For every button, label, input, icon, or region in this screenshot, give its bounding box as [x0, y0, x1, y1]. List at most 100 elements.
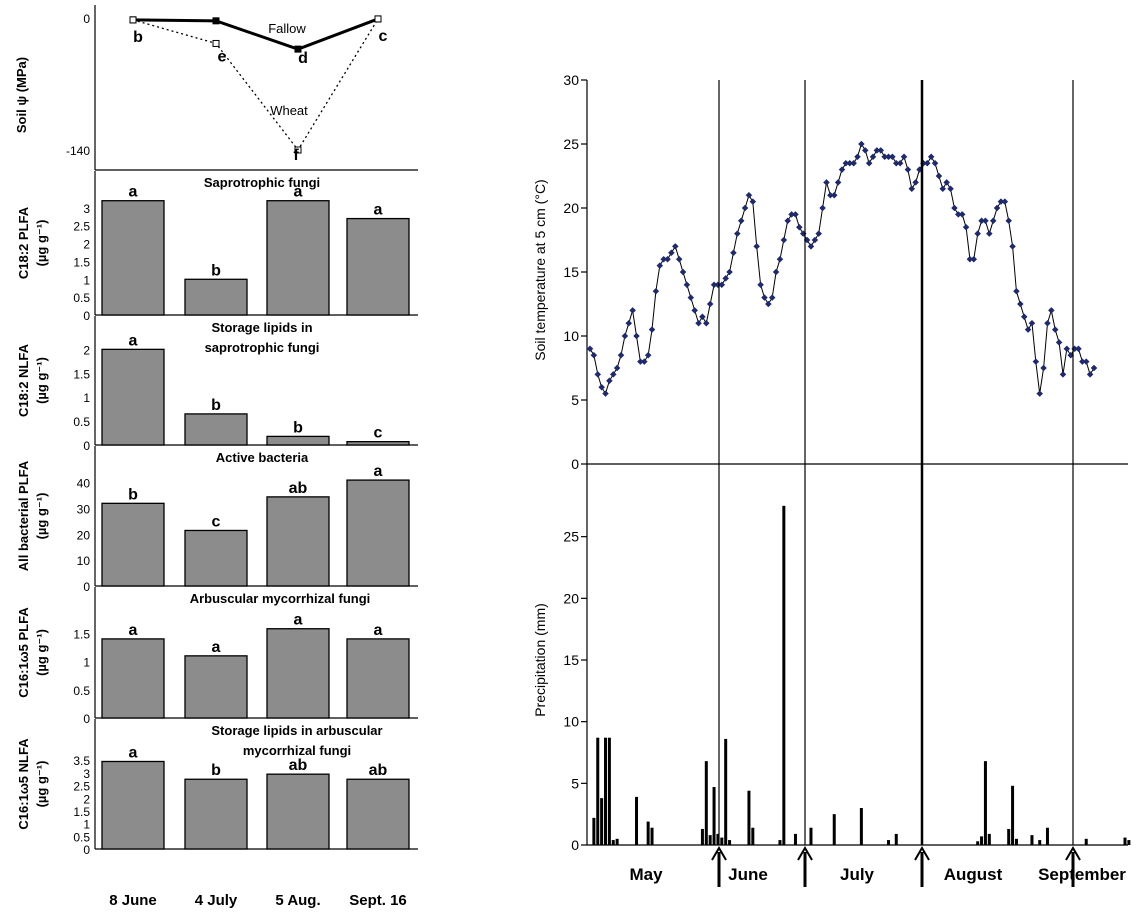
panel-title: mycorrhizal fungi	[243, 743, 351, 758]
data-point-wheat	[212, 39, 220, 47]
temperature-point	[737, 217, 745, 225]
temperature-point	[613, 364, 621, 372]
sampling-arrow-head	[914, 846, 930, 861]
temperature-point	[889, 153, 896, 161]
bar	[184, 413, 248, 446]
bar	[184, 778, 248, 850]
temperature-point	[753, 243, 761, 250]
data-point-fallow	[212, 17, 220, 25]
bar	[184, 655, 248, 719]
precipitation-bar	[1045, 827, 1049, 845]
temperature-point	[792, 211, 799, 218]
y-tick-label: 0	[571, 837, 579, 853]
temperature-point	[989, 217, 997, 225]
temperature-point	[1020, 313, 1028, 321]
y-tick-label: 0	[83, 309, 90, 323]
temperature-point	[722, 275, 730, 282]
significance-letter: a	[374, 622, 383, 639]
temperature-point	[861, 147, 869, 154]
panel-title: Storage lipids in arbuscular	[211, 723, 382, 738]
y-tick-label: 1.5	[73, 367, 90, 381]
temperature-point	[772, 268, 780, 276]
significance-letter: b	[293, 419, 303, 436]
temperature-panel: 0 5 10 15 20 25 30 Soil temperature at 5 cm (°C…	[532, 72, 1128, 845]
y-tick-label: 1.5	[73, 627, 90, 641]
month-label: August	[944, 865, 1003, 884]
temperature-point	[757, 281, 764, 289]
y-tick-label: -140	[66, 144, 90, 158]
precipitation-bar	[832, 814, 836, 845]
y-tick-label: 0.5	[73, 415, 90, 429]
bar	[346, 778, 410, 850]
y-axis-label: Soil temperature at 5 cm (°C)	[532, 179, 548, 360]
sampling-arrow-head	[1065, 846, 1081, 861]
temperature-point	[749, 198, 757, 205]
y-axis-label: C18:2 PLFA	[16, 206, 31, 279]
temperature-point	[1082, 358, 1090, 365]
temperature-point	[1055, 339, 1063, 346]
precipitation-bar	[635, 796, 639, 845]
precipitation-bar	[976, 841, 980, 845]
right-panels: 0 5 10 15 20 25 30 Soil temperature at 5 cm (°C…	[532, 72, 1131, 887]
temperature-point	[951, 204, 958, 212]
y-axis-label: C16:1ω5 PLFA	[16, 607, 31, 698]
temperature-point	[1028, 319, 1036, 327]
temperature-point	[726, 268, 733, 276]
temperature-point	[629, 307, 636, 314]
temperature-point	[1051, 326, 1059, 333]
precipitation-bar	[980, 836, 984, 845]
temperature-point	[908, 185, 916, 193]
y-tick-label: 3.5	[73, 754, 90, 768]
data-point-fallow	[294, 45, 302, 53]
temperature-point	[590, 351, 598, 359]
bar	[101, 200, 165, 316]
temperature-point	[718, 281, 726, 289]
temperature-point	[958, 211, 966, 218]
y-tick-label: 1	[83, 273, 90, 287]
temperature-point	[625, 319, 633, 327]
temperature-point	[900, 153, 908, 161]
significance-letter: c	[379, 28, 388, 45]
precipitation-bar	[596, 737, 600, 845]
y-tick-label: 15	[563, 652, 579, 668]
temperature-line	[589, 142, 1095, 395]
temperature-point	[1086, 371, 1094, 378]
significance-letter: a	[129, 332, 138, 349]
y-tick-label: 30	[563, 72, 579, 88]
temperature-point	[896, 159, 904, 167]
precipitation-bar	[747, 790, 751, 845]
y-axis-unit: (µg g⁻¹)	[34, 493, 49, 540]
precipitation-bar	[650, 827, 654, 845]
y-axis-label: All bacterial PLFA	[16, 460, 31, 571]
temperature-point	[656, 262, 664, 269]
precipitation-bar	[712, 787, 716, 845]
temperature-point	[923, 159, 931, 167]
significance-letter: d	[298, 50, 308, 67]
precipitation-bar	[592, 817, 596, 845]
significance-letter: b	[211, 397, 221, 414]
bar	[101, 502, 165, 587]
temperature-point	[795, 223, 803, 231]
temperature-point	[671, 243, 679, 250]
y-axis-unit: (µg g⁻¹)	[34, 357, 49, 404]
significance-letter: b	[128, 486, 138, 503]
temperature-point	[1013, 287, 1020, 295]
bar	[184, 529, 248, 587]
temperature-point	[1040, 364, 1047, 372]
precipitation-bar	[600, 798, 604, 845]
bar	[266, 496, 330, 587]
precipitation-bar	[1030, 835, 1034, 845]
bar	[266, 200, 330, 316]
y-tick-label: 0.5	[73, 291, 90, 305]
precipitation-bar	[894, 833, 898, 845]
temperature-point	[877, 147, 885, 154]
temperature-point	[974, 230, 982, 237]
temperature-point	[699, 313, 706, 321]
temperature-point	[702, 319, 710, 327]
temperature-point	[869, 153, 877, 161]
temperature-point	[648, 326, 656, 333]
panel-title: Active bacteria	[216, 450, 309, 465]
significance-letter: b	[211, 762, 221, 779]
precipitation-bar	[615, 838, 619, 845]
series-line-wheat	[132, 18, 379, 152]
